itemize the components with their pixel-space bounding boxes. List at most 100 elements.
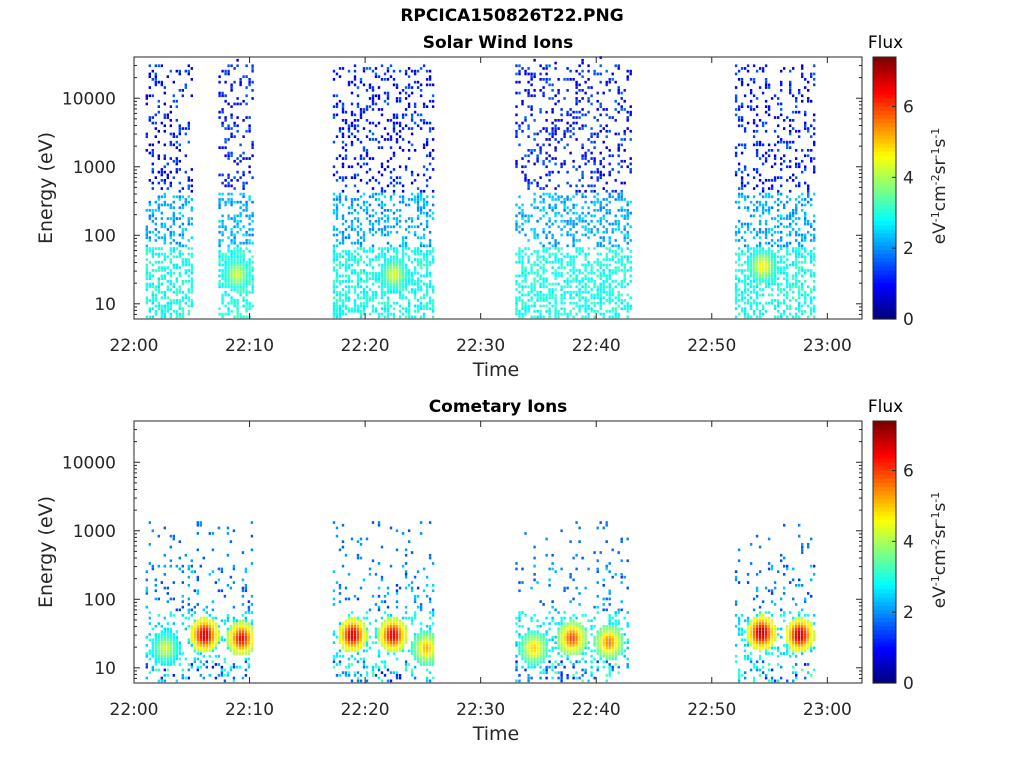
flux-cell bbox=[377, 312, 381, 316]
flux-cell bbox=[521, 209, 524, 212]
flux-cell bbox=[154, 652, 157, 655]
flux-cell bbox=[338, 176, 342, 179]
flux-cell bbox=[410, 127, 414, 130]
flux-cell bbox=[419, 195, 423, 199]
flux-cell bbox=[623, 239, 626, 242]
flux-cell bbox=[626, 269, 629, 272]
flux-cell bbox=[172, 282, 175, 286]
flux-cell bbox=[431, 247, 435, 250]
flux-cell bbox=[377, 228, 381, 231]
flux-cell bbox=[548, 138, 551, 141]
flux-cell bbox=[789, 165, 792, 169]
flux-cell bbox=[371, 195, 375, 199]
flux-cell bbox=[169, 660, 172, 664]
flux-cell bbox=[230, 252, 233, 256]
flux-cell bbox=[218, 230, 221, 234]
flux-cell bbox=[356, 119, 360, 122]
flux-cell bbox=[350, 307, 354, 310]
flux-cell bbox=[359, 179, 363, 182]
flux-cell bbox=[236, 263, 239, 267]
flux-cell bbox=[783, 293, 786, 297]
flux-cell bbox=[795, 211, 798, 215]
flux-cell bbox=[761, 307, 765, 310]
flux-cell bbox=[380, 252, 384, 256]
flux-cell bbox=[801, 236, 804, 239]
flux-cell bbox=[617, 299, 620, 302]
flux-cell bbox=[230, 288, 233, 291]
flux-cell bbox=[755, 170, 759, 174]
flux-cell bbox=[566, 129, 569, 133]
flux-cell bbox=[752, 290, 756, 294]
flux-cell bbox=[163, 627, 166, 631]
colorbar-tick-label: 4 bbox=[903, 168, 914, 188]
flux-cell bbox=[554, 310, 557, 313]
flux-cell bbox=[533, 288, 536, 291]
flux-cell bbox=[629, 239, 632, 242]
flux-cell bbox=[593, 315, 596, 319]
flux-cell bbox=[332, 310, 336, 313]
flux-cell bbox=[560, 252, 563, 256]
flux-cell bbox=[350, 113, 354, 117]
flux-cell bbox=[773, 282, 777, 286]
flux-cell bbox=[377, 258, 381, 261]
flux-cell bbox=[584, 296, 587, 300]
flux-cell bbox=[575, 280, 578, 283]
flux-cell bbox=[157, 638, 160, 642]
flux-cell bbox=[554, 296, 557, 300]
flux-cell bbox=[154, 299, 157, 302]
flux-cell bbox=[392, 258, 396, 261]
flux-cell bbox=[362, 200, 366, 204]
flux-cell bbox=[365, 285, 369, 289]
flux-cell bbox=[629, 269, 632, 272]
flux-cell bbox=[557, 127, 560, 130]
flux-cell bbox=[211, 630, 215, 633]
flux-cell bbox=[581, 195, 584, 199]
flux-cell bbox=[560, 258, 563, 261]
flux-cell bbox=[557, 198, 560, 201]
flux-cell bbox=[187, 260, 190, 264]
flux-cell bbox=[218, 94, 221, 98]
flux-cell bbox=[590, 135, 593, 138]
flux-cell bbox=[536, 250, 539, 253]
flux-cell bbox=[148, 236, 151, 239]
flux-cell bbox=[410, 280, 414, 283]
flux-cell bbox=[536, 236, 539, 239]
flux-cell bbox=[789, 91, 792, 95]
flux-cell bbox=[581, 290, 584, 294]
flux-cell bbox=[536, 263, 539, 267]
flux-cell bbox=[539, 296, 542, 300]
flux-cell bbox=[581, 157, 584, 160]
flux-cell bbox=[521, 293, 524, 297]
flux-cell bbox=[175, 312, 178, 316]
flux-cell bbox=[581, 97, 584, 100]
flux-cell bbox=[236, 214, 239, 218]
flux-cell bbox=[196, 644, 199, 647]
flux-cell bbox=[581, 263, 584, 267]
flux-cell bbox=[163, 660, 166, 664]
flux-cell bbox=[154, 638, 157, 642]
flux-cell bbox=[359, 310, 363, 313]
flux-cell bbox=[743, 143, 747, 147]
flux-cell bbox=[566, 127, 569, 130]
flux-cell bbox=[749, 255, 753, 259]
flux-cell bbox=[338, 260, 342, 264]
flux-cell bbox=[224, 293, 227, 297]
flux-cell bbox=[211, 548, 215, 552]
flux-cell bbox=[554, 304, 557, 308]
flux-cell bbox=[419, 94, 423, 98]
flux-cell bbox=[187, 195, 190, 199]
flux-cell bbox=[184, 200, 187, 204]
flux-cell bbox=[416, 198, 420, 201]
flux-cell bbox=[524, 301, 527, 305]
flux-cell bbox=[608, 116, 611, 119]
flux-cell bbox=[783, 67, 786, 70]
flux-cell bbox=[620, 165, 623, 169]
flux-cell bbox=[341, 274, 345, 278]
flux-cell bbox=[566, 67, 569, 70]
flux-cell bbox=[362, 203, 366, 207]
flux-cell bbox=[338, 310, 342, 313]
flux-cell bbox=[232, 624, 236, 628]
flux-cell bbox=[798, 293, 801, 297]
flux-cell bbox=[608, 310, 611, 313]
flux-cell bbox=[608, 250, 611, 253]
